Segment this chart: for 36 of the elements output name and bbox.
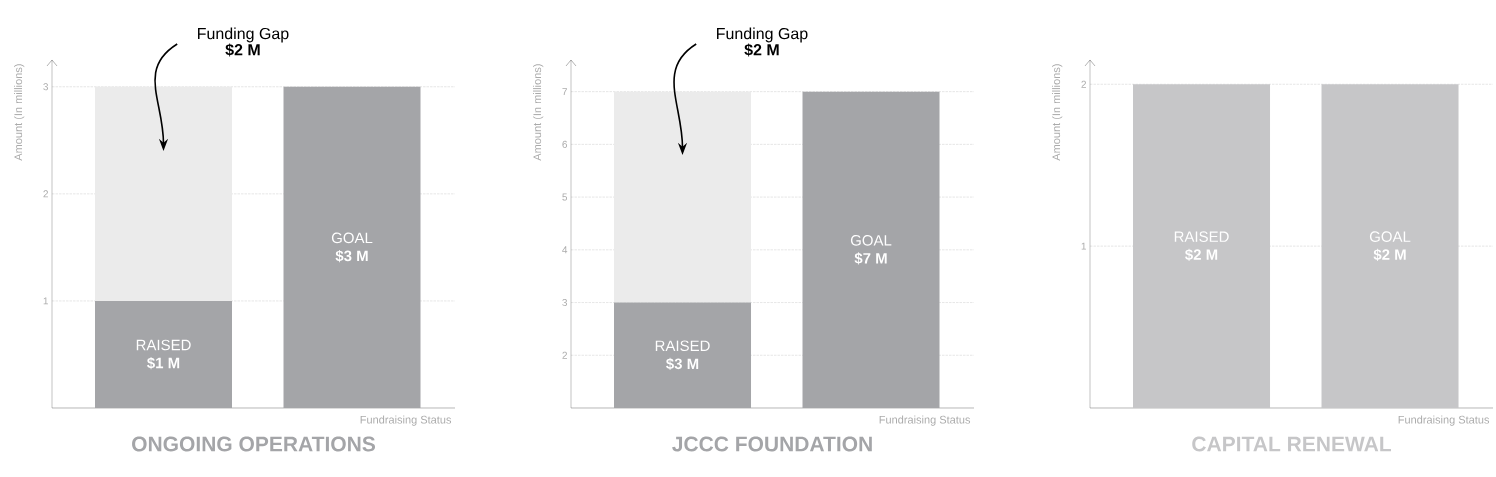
x-tick-label: GOAL xyxy=(1369,231,1411,242)
text: JCCC FOUNDATION xyxy=(672,436,872,452)
text: ONGOING OPERATIONS xyxy=(132,436,376,452)
y-axis-title: Amount (In millions) xyxy=(533,64,544,161)
y-tick-label: 2 xyxy=(1081,80,1086,88)
y-tick-label: 6 xyxy=(562,140,568,148)
x-tick-label: RAISED xyxy=(1174,231,1229,242)
x-tick-label: RAISED xyxy=(136,339,191,351)
y-tick-label: 3 xyxy=(562,299,568,307)
y-tick-label: 7 xyxy=(562,88,567,96)
text: $2 M xyxy=(744,43,779,57)
text: Funding Gap xyxy=(717,27,808,43)
x-axis-title: Fundraising Status xyxy=(360,415,452,426)
text: Funding Gap xyxy=(198,27,289,43)
y-tick-label: 1 xyxy=(1081,242,1086,250)
y-tick-label: 1 xyxy=(43,297,48,305)
y-tick-label: 3 xyxy=(43,83,49,91)
y-tick-label: 2 xyxy=(43,190,48,198)
y-tick-label: 5 xyxy=(562,193,568,201)
x-axis-title: Fundraising Status xyxy=(879,415,971,426)
data-label: $2 M xyxy=(1185,248,1218,261)
x-tick-label: RAISED xyxy=(655,340,710,352)
x-tick-label: GOAL xyxy=(331,232,373,244)
y-axis-title: Amount (In millions) xyxy=(1052,64,1063,161)
data-label: $7 M xyxy=(854,252,887,265)
data-label: $3 M xyxy=(666,357,699,371)
text: $2 M xyxy=(225,43,260,57)
y-tick-label: 2 xyxy=(562,351,567,359)
data-label: $1 M xyxy=(147,357,180,370)
y-tick-label: 4 xyxy=(562,246,568,254)
x-tick-label: GOAL xyxy=(850,235,892,246)
data-label: $2 M xyxy=(1373,248,1406,261)
text: CAPITAL RENEWAL xyxy=(1192,436,1392,452)
x-axis-title: Fundraising Status xyxy=(1398,415,1490,426)
y-axis-title: Amount (In millions) xyxy=(14,64,25,161)
data-label: $3 M xyxy=(335,249,368,263)
